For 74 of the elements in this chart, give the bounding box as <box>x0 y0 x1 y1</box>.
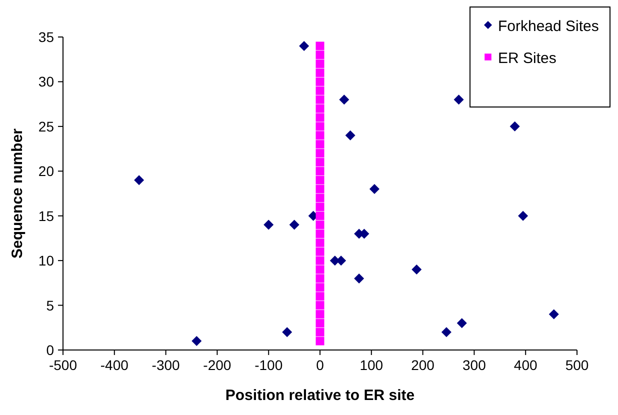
point <box>316 229 324 238</box>
point <box>339 94 350 105</box>
point <box>316 194 324 202</box>
y-tick-label: 0 <box>46 342 54 358</box>
point <box>454 94 464 105</box>
point <box>192 336 202 346</box>
point <box>316 283 324 292</box>
x-tick-label: -200 <box>203 357 232 373</box>
point <box>316 212 324 220</box>
point <box>441 327 452 338</box>
point <box>316 122 324 131</box>
point <box>316 265 324 274</box>
point <box>316 274 324 283</box>
point <box>316 292 324 301</box>
x-axis-title: Position relative to ER site <box>225 387 415 404</box>
point <box>316 328 324 336</box>
point <box>316 184 324 194</box>
x-tick-label: 500 <box>565 357 589 373</box>
point <box>282 327 292 338</box>
point <box>134 175 144 186</box>
point <box>316 104 324 113</box>
x-tick-label: 200 <box>411 357 435 373</box>
point <box>316 95 324 104</box>
point <box>456 318 467 328</box>
y-tick-label: 25 <box>38 118 54 134</box>
y-tick-label: 15 <box>38 208 54 224</box>
point <box>316 140 324 149</box>
point <box>316 202 324 212</box>
point <box>316 131 324 140</box>
point <box>316 238 324 247</box>
x-tick-label: -400 <box>100 357 129 373</box>
point <box>316 301 324 310</box>
y-axis-title: Sequence number <box>9 128 26 259</box>
x-tick-label: 400 <box>514 357 538 373</box>
point <box>354 273 364 284</box>
y-tick-label: 35 <box>38 29 54 45</box>
point <box>316 247 324 256</box>
point <box>510 121 520 132</box>
x-tick-label: 0 <box>316 357 324 373</box>
point <box>264 220 274 230</box>
point <box>369 184 380 194</box>
point <box>316 68 324 78</box>
x-tick-label: 100 <box>360 357 384 373</box>
point <box>316 310 324 318</box>
point <box>548 309 559 320</box>
x-tick-label: -300 <box>152 357 180 373</box>
x-tick-label: 300 <box>462 357 486 373</box>
point <box>412 264 422 275</box>
x-tick-label: -500 <box>48 357 78 373</box>
y-tick-label: 10 <box>38 252 54 269</box>
point <box>316 50 324 60</box>
point <box>316 336 324 346</box>
point <box>316 220 324 230</box>
point <box>316 60 324 68</box>
point <box>316 42 324 50</box>
point <box>316 77 324 86</box>
y-tick-label: 20 <box>38 163 54 180</box>
y-tick-label: 5 <box>46 297 54 314</box>
point <box>299 40 310 51</box>
point <box>316 166 324 176</box>
point <box>316 256 324 265</box>
point <box>345 130 356 140</box>
point <box>316 86 324 95</box>
point <box>518 210 528 221</box>
point <box>316 149 324 158</box>
legend-label: Forkhead Sites <box>498 18 599 35</box>
legend-label: ER Sites <box>498 50 556 67</box>
y-tick-label: 30 <box>38 74 54 90</box>
point <box>316 176 324 184</box>
point <box>316 158 324 166</box>
point <box>316 113 324 122</box>
point <box>316 318 324 328</box>
point <box>289 220 300 230</box>
x-tick-label: -100 <box>254 357 283 373</box>
